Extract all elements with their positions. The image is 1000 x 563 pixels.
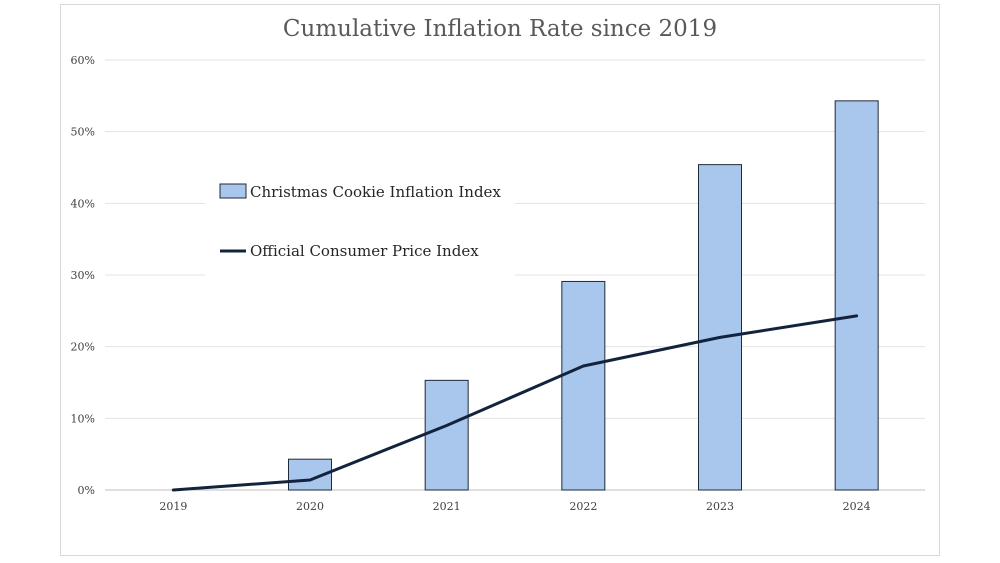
y-axis-ticks: 0% 10% 20% 30% 40% 50% 60% — [71, 54, 95, 497]
x-tick-label: 2023 — [706, 500, 734, 513]
bar-2021 — [424, 379, 469, 491]
bar-2022 — [561, 280, 606, 491]
y-tick-label: 60% — [71, 54, 95, 67]
x-tick-label: 2022 — [569, 500, 597, 513]
y-tick-label: 0% — [78, 484, 95, 497]
legend-bar-label: Christmas Cookie Inflation Index — [250, 183, 501, 201]
x-tick-label: 2021 — [433, 500, 461, 513]
legend-background — [205, 172, 515, 284]
bar-2023 — [698, 164, 742, 491]
x-tick-label: 2024 — [843, 500, 871, 513]
legend: Christmas Cookie Inflation Index Officia… — [205, 172, 515, 284]
x-axis-ticks: 2019 2020 2021 2022 2023 2024 — [159, 500, 870, 513]
y-tick-label: 40% — [71, 197, 95, 210]
x-tick-label: 2020 — [296, 500, 324, 513]
bar-series — [288, 100, 879, 491]
y-tick-label: 20% — [71, 341, 95, 354]
x-tick-label: 2019 — [159, 500, 187, 513]
legend-line-label: Official Consumer Price Index — [250, 242, 479, 260]
cpi-line — [171, 314, 859, 492]
bar-2024 — [834, 100, 879, 491]
y-tick-label: 50% — [71, 126, 95, 139]
chart-title: Cumulative Inflation Rate since 2019 — [283, 16, 717, 42]
y-tick-label: 30% — [71, 269, 95, 282]
y-tick-label: 10% — [71, 412, 95, 425]
legend-bar-swatch — [219, 183, 247, 199]
line-series — [171, 314, 859, 492]
